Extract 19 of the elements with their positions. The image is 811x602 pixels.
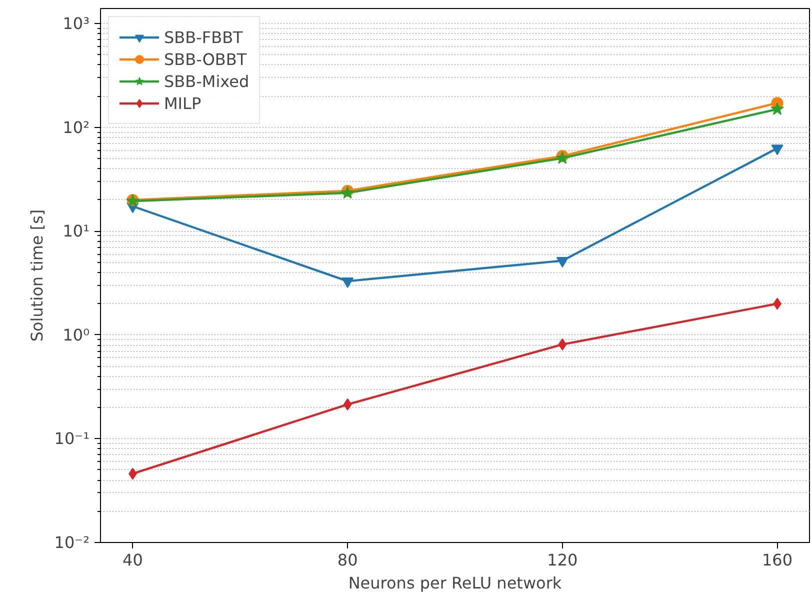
legend-label: SBB-FBBT bbox=[164, 28, 243, 46]
legend-label: SBB-Mixed bbox=[164, 72, 250, 90]
point bbox=[558, 338, 567, 350]
x-tick-label: 80 bbox=[337, 550, 358, 570]
y-tick-label: 10³ bbox=[62, 14, 90, 34]
point bbox=[343, 398, 352, 410]
legend-label: MILP bbox=[164, 94, 202, 112]
x-tick-label: 120 bbox=[547, 550, 578, 570]
y-axis-title: Solution time [s] bbox=[27, 209, 46, 342]
x-tick-label: 40 bbox=[122, 550, 143, 570]
y-tick-label: 10⁻² bbox=[54, 533, 90, 552]
x-axis-title: Neurons per ReLU network bbox=[348, 574, 562, 592]
legend-label: SBB-OBBT bbox=[164, 50, 247, 68]
y-tick-label: 10¹ bbox=[62, 222, 90, 241]
y-tick-label: 10² bbox=[62, 118, 90, 137]
y-tick-label: 10⁻¹ bbox=[54, 429, 90, 448]
point bbox=[770, 102, 784, 115]
y-tick-label: 10⁰ bbox=[62, 325, 90, 344]
x-tick-label: 160 bbox=[762, 550, 793, 570]
